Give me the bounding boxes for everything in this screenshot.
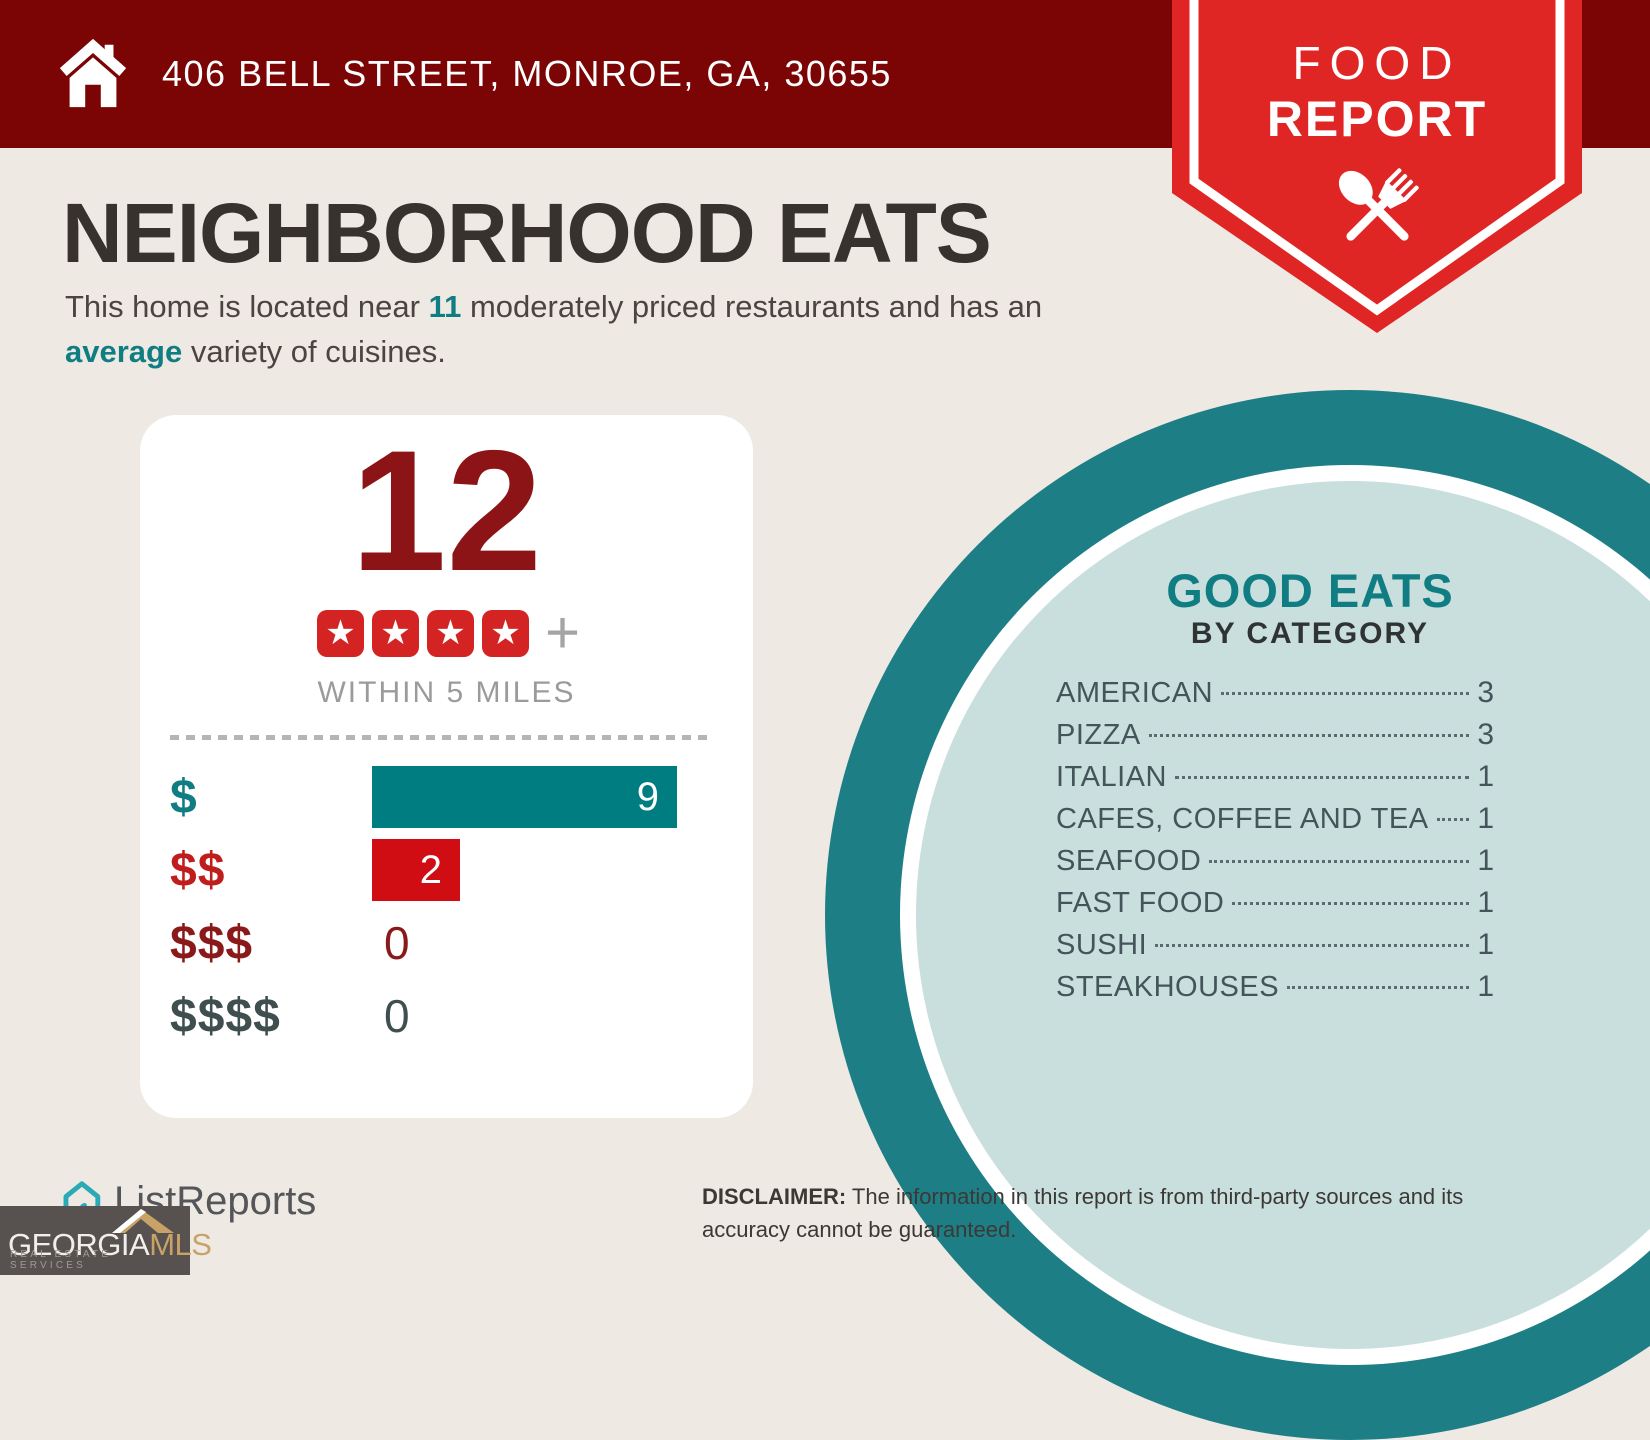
mls-name-georgia: GEORGIA [8,1227,150,1262]
rating-stars: ★ ★ ★ ★ + [140,603,753,663]
mls-tagline: REAL ESTATE SERVICES [10,1249,112,1271]
price-bar-chart: $9 $$ 2 $$$ 0 $$$$ 0 [140,766,753,1058]
category-row: CAFES, COFFEE AND TEA 1 [1056,802,1494,844]
price-tier-value: 0 [384,917,410,969]
disclaimer-text: DISCLAIMER: The information in this repo… [702,1180,1532,1246]
category-label: FAST FOOD [1056,887,1225,919]
variety-highlight: average [65,333,183,369]
category-label: SUSHI [1056,929,1148,961]
restaurant-summary-card: 12 ★ ★ ★ ★ + WITHIN 5 MILES $9 $$ 2 $$$ 0 $$$$ 0 [140,415,753,1118]
category-row: STEAKHOUSES 1 [1056,970,1494,1012]
star-icon: ★ [371,609,419,657]
category-panel-subtitle: BY CATEGORY [1190,617,1430,650]
price-tier-label: $$$ [170,916,254,970]
disclaimer-body: The information in this report is from t… [702,1184,1464,1242]
category-label: ITALIAN [1056,761,1167,793]
category-label: PIZZA [1056,719,1141,751]
star-icon: ★ [426,609,474,657]
price-tier-row: $$$ 0 [170,912,753,974]
intro-text: This home is located near 11 moderately … [65,285,1085,375]
disclaimer-label: DISCLAIMER: [702,1184,847,1209]
category-label: SEAFOOD [1056,845,1202,877]
home-icon [59,38,127,108]
price-tier-row: $9 [170,766,753,828]
restaurant-count-highlight: 11 [428,289,462,324]
page-title: NEIGHBORHOOD EATS [62,186,992,280]
intro-mid: moderately priced restaurants and has an [461,289,1043,324]
mls-name-mls: MLS [149,1227,212,1262]
category-row: SEAFOOD 1 [1056,844,1494,886]
category-count: 3 [1477,718,1494,751]
category-row: PIZZA 3 [1056,718,1494,760]
price-tier-bar: 9 [372,766,677,828]
dashed-divider [170,735,707,740]
ribbon-shape [1172,0,1582,333]
dotted-leader [1232,902,1470,905]
price-tier-row: $$$$ 0 [170,985,753,1047]
category-count: 3 [1477,676,1494,709]
category-count: 1 [1477,970,1494,1003]
mls-roof-icon [112,1209,174,1233]
dotted-leader [1436,818,1470,821]
category-row: ITALIAN 1 [1056,760,1494,802]
dotted-leader [1287,986,1470,989]
dotted-leader [1148,734,1470,737]
price-tier-bar: 2 [372,839,460,901]
food-report-ribbon: FOOD REPORT [1172,0,1582,345]
spoon-fork-icon [1338,168,1419,241]
restaurant-total-count: 12 [350,415,543,607]
category-label: CAFES, COFFEE AND TEA [1056,803,1429,835]
category-circle-background [916,481,1650,1349]
category-row: SUSHI 1 [1056,928,1494,970]
property-address: 406 BELL STREET, MONROE, GA, 30655 [162,53,892,94]
intro-pre: This home is located near [65,289,429,324]
category-row: AMERICAN 3 [1056,676,1494,718]
star-icon: ★ [481,609,529,657]
category-count: 1 [1477,844,1494,877]
category-label: AMERICAN [1056,677,1214,709]
star-icon: ★ [316,609,364,657]
georgia-mls-badge: GEORGIAMLS REAL ESTATE SERVICES [0,1206,212,1275]
radius-caption: WITHIN 5 MILES [317,676,576,709]
dotted-leader [1221,692,1470,695]
price-tier-value: 2 [419,847,442,892]
price-tier-value: 9 [636,774,659,819]
dotted-leader [1209,860,1470,863]
category-row: FAST FOOD 1 [1056,886,1494,928]
category-list: AMERICAN 3 PIZZA 3 ITALIAN 1 CAFES, COFFEE AND… [1056,676,1494,1012]
plus-icon: + [544,599,581,666]
intro-post: variety of cuisines. [182,333,446,369]
category-count: 1 [1477,802,1494,835]
ribbon-title-line1: FOOD [1292,37,1462,89]
mls-wordmark: GEORGIAMLS [8,1227,212,1263]
price-tier-row: $$ 2 [170,839,753,901]
ribbon-title-line2: REPORT [1266,91,1488,147]
category-count: 1 [1477,760,1494,793]
price-tier-value: 0 [384,990,410,1042]
category-label: STEAKHOUSES [1056,971,1280,1003]
price-tier-label: $$$$ [170,989,281,1043]
category-count: 1 [1477,928,1494,961]
category-panel-title: GOOD EATS [1166,564,1454,617]
dotted-leader [1174,776,1470,779]
price-tier-label: $$ [170,843,226,897]
category-count: 1 [1477,886,1494,919]
price-tier-label: $ [170,770,198,824]
dotted-leader [1155,944,1470,947]
